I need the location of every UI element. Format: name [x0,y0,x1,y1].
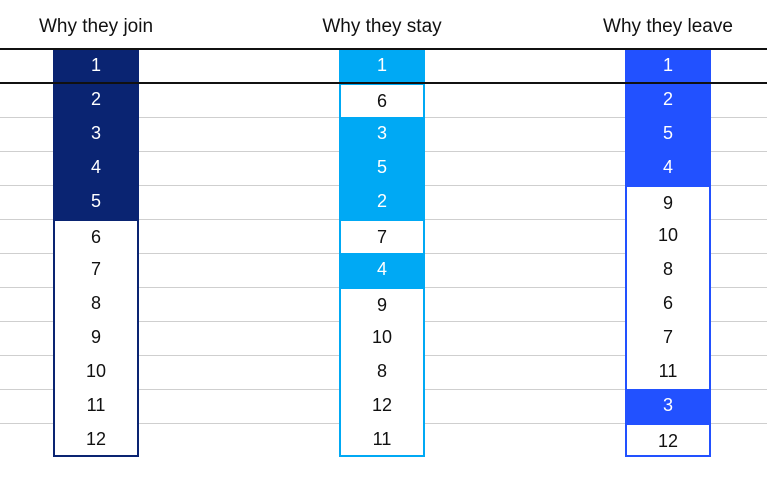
column-header-leave: Why they leave [603,16,733,37]
rank-cell-leave: 3 [625,389,711,423]
rank-cell-stay: 2 [339,185,425,219]
rank-cell-join: 3 [53,117,139,151]
rank-cell-leave: 1 [625,49,711,83]
rank-cell-join: 11 [53,389,139,423]
rank-cell-stay: 10 [339,321,425,355]
rank-cell-join: 10 [53,355,139,389]
header-rule [0,48,767,50]
rank-cell-join: 8 [53,287,139,321]
rank-cell-leave: 2 [625,83,711,117]
header-rule [0,82,767,84]
rank-cell-leave: 9 [625,185,711,219]
rank-cell-join: 9 [53,321,139,355]
rank-cell-leave: 5 [625,117,711,151]
rank-cell-stay: 7 [339,219,425,253]
column-header-stay: Why they stay [322,16,442,37]
rank-cell-stay: 9 [339,287,425,321]
rank-cell-stay: 5 [339,151,425,185]
rank-cell-stay: 8 [339,355,425,389]
rank-cell-stay: 12 [339,389,425,423]
rank-cell-leave: 6 [625,287,711,321]
rank-cell-join: 7 [53,253,139,287]
rank-cell-join: 4 [53,151,139,185]
rank-cell-stay: 11 [339,423,425,457]
rank-cell-join: 12 [53,423,139,457]
rank-cell-join: 6 [53,219,139,253]
rank-cell-stay: 1 [339,49,425,83]
rank-cell-join: 1 [53,49,139,83]
column-header-join: Why they join [38,16,154,37]
rank-cell-join: 2 [53,83,139,117]
rank-cell-stay: 4 [339,253,425,287]
rank-cell-stay: 3 [339,117,425,151]
rank-cell-join: 5 [53,185,139,219]
rank-cell-stay: 6 [339,83,425,117]
rank-cell-leave: 8 [625,253,711,287]
rank-cell-leave: 12 [625,423,711,457]
rank-cell-leave: 11 [625,355,711,389]
rank-cell-leave: 4 [625,151,711,185]
rank-cell-leave: 10 [625,219,711,253]
rank-cell-leave: 7 [625,321,711,355]
